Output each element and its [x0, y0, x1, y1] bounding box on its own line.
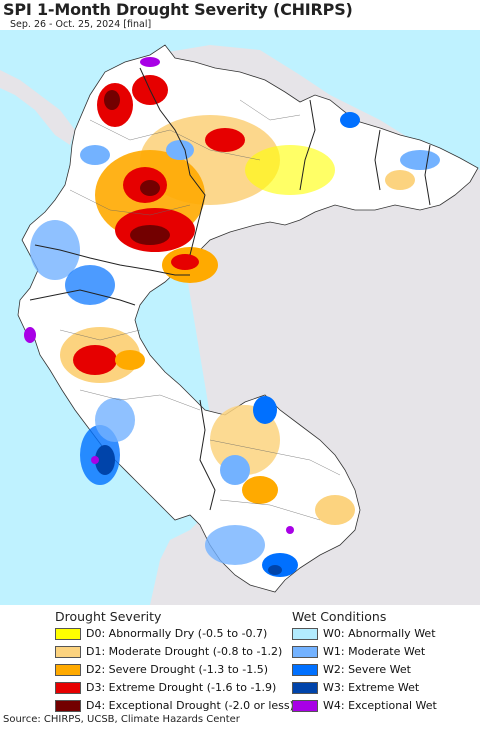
- patch-d3-peru: [73, 345, 117, 375]
- legend-drought-title: Drought Severity: [55, 609, 162, 624]
- patch-d0-venezuela-east: [245, 145, 335, 195]
- patch-w2-guyana: [340, 112, 360, 128]
- map-title: SPI 1-Month Drought Severity (CHIRPS): [3, 0, 353, 19]
- legend-item-w0: W0: Abnormally Wet: [292, 626, 436, 641]
- patch-d3-amazon: [171, 254, 199, 270]
- legend-item-w1: W1: Moderate Wet: [292, 644, 425, 659]
- central-america-land: [0, 70, 75, 145]
- patch-w1-colombia: [80, 145, 110, 165]
- border-colombia-ecuador-peru: [34, 244, 190, 276]
- swatch-d3: [55, 681, 81, 694]
- legend-label-d0: D0: Abnormally Dry (-0.5 to -0.7): [86, 627, 268, 640]
- swatch-w2: [292, 663, 318, 676]
- legend-label-d3: D3: Extreme Drought (-1.6 to -1.9): [86, 681, 277, 694]
- legend-item-w2: W2: Severe Wet: [292, 662, 411, 677]
- legend-wet-title: Wet Conditions: [292, 609, 387, 624]
- legend-label-w1: W1: Moderate Wet: [323, 645, 426, 658]
- swatch-w3: [292, 681, 318, 694]
- border-venezuela-guyana: [299, 99, 316, 191]
- patch-w4-ecuador: [24, 327, 36, 343]
- patch-w1-guyana: [400, 150, 440, 170]
- legend: Drought Severity Wet Conditions D0: Abno…: [0, 607, 480, 712]
- patch-w1-venezuela: [166, 140, 194, 160]
- legend-label-d4: D4: Exceptional Drought (-2.0 or less): [86, 699, 294, 712]
- legend-label-d1: D1: Moderate Drought (-0.8 to -1.2): [86, 645, 283, 658]
- patch-d1-suriname: [385, 170, 415, 190]
- patch-w1-peru: [95, 398, 135, 442]
- patch-d4-colombia-north: [104, 90, 120, 110]
- legend-label-w3: W3: Extreme Wet: [323, 681, 420, 694]
- patch-d1-brazil: [315, 495, 355, 525]
- legend-label-d2: D2: Severe Drought (-1.3 to -1.5): [86, 663, 269, 676]
- legend-item-d1: D1: Moderate Drought (-0.8 to -1.2): [55, 644, 282, 659]
- patch-d2-bolivia: [242, 476, 278, 504]
- swatch-w4: [292, 699, 318, 712]
- legend-item-d3: D3: Extreme Drought (-1.6 to -1.9): [55, 680, 276, 695]
- swatch-w1: [292, 645, 318, 658]
- patch-w3-peru-coast: [95, 445, 115, 475]
- patch-w4-bolivia: [286, 526, 294, 534]
- swatch-d4: [55, 699, 81, 712]
- patch-w4-venezuela: [140, 57, 160, 67]
- patch-w2-bolivia-north: [253, 396, 277, 424]
- legend-label-w0: W0: Abnormally Wet: [323, 627, 436, 640]
- legend-item-w3: W3: Extreme Wet: [292, 680, 419, 695]
- border-suriname-guiana: [424, 144, 431, 206]
- drought-map: [0, 30, 480, 605]
- patch-w1-ecuador: [30, 220, 80, 280]
- border-ecuador-peru: [29, 289, 136, 306]
- swatch-d2: [55, 663, 81, 676]
- border-guyana-suriname: [374, 129, 381, 191]
- map-subtitle: Sep. 26 - Oct. 25, 2024 [final]: [10, 19, 152, 30]
- legend-label-w4: W4: Exceptional Wet: [323, 699, 437, 712]
- swatch-d1: [55, 645, 81, 658]
- patch-d4-colombia-center: [140, 180, 160, 196]
- severity-patches: [24, 57, 440, 577]
- swatch-w0: [292, 627, 318, 640]
- patch-d4-colombia-core: [130, 225, 170, 245]
- border-colombia-venezuela: [139, 67, 206, 256]
- patch-w3-bolivia-south: [268, 565, 282, 575]
- legend-label-w2: W2: Severe Wet: [323, 663, 411, 676]
- admin-borders: [59, 99, 341, 521]
- patch-w1-bolivia: [220, 455, 250, 485]
- source-credit: Source: CHIRPS, UCSB, Climate Hazards Ce…: [3, 714, 240, 725]
- legend-item-w4: W4: Exceptional Wet: [292, 698, 437, 713]
- border-peru-bolivia: [199, 399, 216, 511]
- legend-item-d4: D4: Exceptional Drought (-2.0 or less): [55, 698, 294, 713]
- patch-w2-ecuador: [65, 265, 115, 305]
- legend-item-d0: D0: Abnormally Dry (-0.5 to -0.7): [55, 626, 267, 641]
- legend-item-d2: D2: Severe Drought (-1.3 to -1.5): [55, 662, 268, 677]
- patch-w4-peru: [91, 456, 99, 464]
- patch-w1-bolivia-south: [205, 525, 265, 565]
- patch-d3-venezuela: [205, 128, 245, 152]
- swatch-d0: [55, 627, 81, 640]
- country-borders: [29, 67, 431, 511]
- patch-d2-peru-east: [115, 350, 145, 370]
